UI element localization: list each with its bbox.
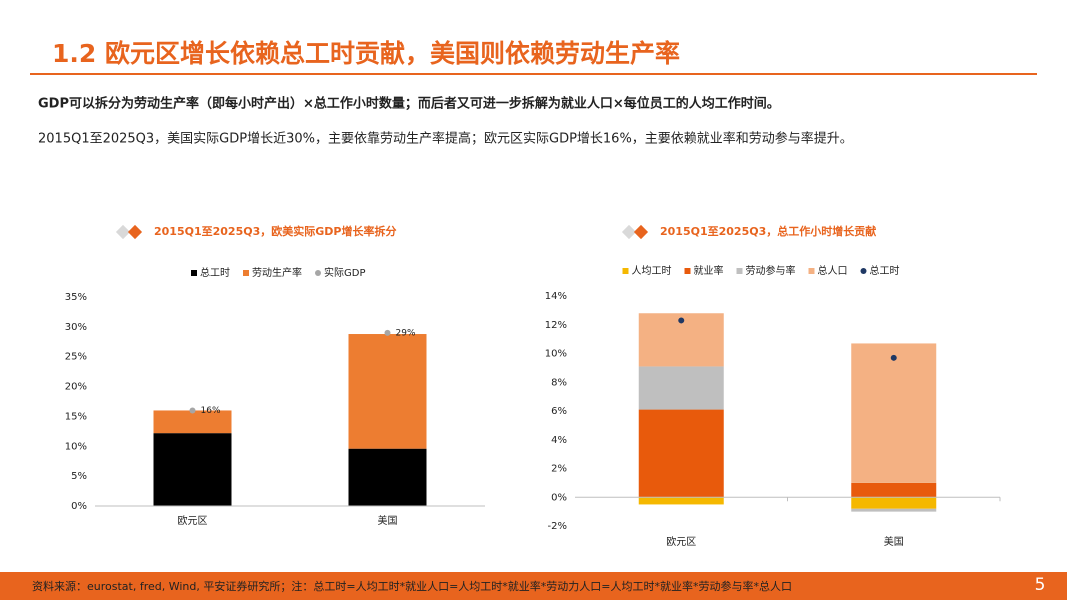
bar-segment bbox=[348, 334, 427, 449]
data-label: 16% bbox=[201, 406, 221, 416]
title-icon bbox=[633, 224, 649, 240]
scatter-point bbox=[678, 317, 685, 324]
slide-title: 1.2 欧元区增长依赖总工时贡献，美国则依赖劳动生产率 bbox=[52, 39, 680, 68]
legend-marker bbox=[736, 268, 743, 274]
bar-segment bbox=[153, 433, 232, 506]
x-tick-label: 欧元区 bbox=[666, 536, 696, 548]
legend-label: 人均工时 bbox=[632, 265, 672, 277]
y-tick-label: 10% bbox=[65, 441, 87, 452]
bar-segment bbox=[638, 497, 724, 505]
y-tick-label: 20% bbox=[65, 382, 87, 393]
footer-source: 资料来源：eurostat, fred, Wind, 平安证券研究所；注：总工时… bbox=[32, 579, 792, 593]
bar-segment bbox=[638, 366, 724, 410]
title-icon bbox=[127, 224, 143, 240]
y-tick-label: 4% bbox=[551, 435, 567, 446]
title-icon bbox=[621, 224, 637, 240]
y-tick-label: 35% bbox=[65, 292, 87, 303]
legend-label: 实际GDP bbox=[324, 266, 365, 279]
legend-label: 就业率 bbox=[694, 264, 724, 277]
page-number: 5 bbox=[1035, 575, 1046, 595]
scatter-point bbox=[189, 407, 196, 414]
bar-segment bbox=[851, 497, 937, 509]
y-tick-label: 8% bbox=[551, 377, 567, 388]
y-tick-label: 0% bbox=[71, 501, 87, 512]
legend-marker bbox=[860, 268, 867, 274]
y-tick-label: 2% bbox=[551, 464, 567, 475]
legend-label: 总工时 bbox=[870, 264, 900, 277]
y-tick-label: 5% bbox=[71, 471, 87, 482]
legend-marker bbox=[684, 268, 691, 274]
y-tick-label: 0% bbox=[551, 492, 567, 503]
y-tick-label: 10% bbox=[545, 349, 567, 360]
y-tick-label: 6% bbox=[551, 406, 567, 417]
y-tick-label: 30% bbox=[65, 322, 87, 333]
legend-marker bbox=[191, 270, 197, 276]
legend-marker bbox=[243, 270, 249, 276]
bold-text: GDP可以拆分为劳动生产率（即每小时产出）×总工作小时数量；而后者又可进一步拆解… bbox=[38, 96, 780, 112]
legend-marker bbox=[315, 270, 321, 276]
y-tick-label: 12% bbox=[545, 320, 567, 331]
bar-segment bbox=[638, 409, 724, 498]
legend-label: 劳动生产率 bbox=[252, 266, 302, 279]
chart-title: 2015Q1至2025Q3，总工作小时增长贡献 bbox=[660, 224, 876, 238]
legend-label: 劳动参与率 bbox=[746, 264, 796, 277]
bar-segment bbox=[348, 448, 427, 506]
legend-label: 总工时 bbox=[200, 266, 230, 279]
bar-segment bbox=[851, 343, 937, 483]
bar-segment bbox=[851, 482, 937, 498]
scatter-point bbox=[890, 354, 897, 361]
scatter-point bbox=[384, 329, 391, 336]
legend-marker bbox=[622, 268, 629, 274]
chart-title: 2015Q1至2025Q3，欧美实际GDP增长率拆分 bbox=[154, 224, 396, 238]
y-tick-label: 15% bbox=[65, 411, 87, 422]
bar-segment bbox=[153, 410, 232, 434]
legend-label: 总人口 bbox=[818, 264, 848, 277]
y-tick-label: 25% bbox=[65, 352, 87, 363]
x-tick-label: 美国 bbox=[884, 535, 904, 548]
data-label: 29% bbox=[396, 328, 416, 338]
y-tick-label: 14% bbox=[545, 291, 567, 302]
x-tick-label: 欧元区 bbox=[178, 515, 208, 527]
bar-segment bbox=[851, 508, 937, 512]
legend-marker bbox=[808, 268, 815, 274]
x-tick-label: 美国 bbox=[378, 514, 398, 527]
y-tick-label: -2% bbox=[548, 521, 567, 532]
footer-band bbox=[0, 572, 1067, 600]
body-text: 2015Q1至2025Q3，美国实际GDP增长近30%，主要依靠劳动生产率提高；… bbox=[38, 131, 853, 147]
